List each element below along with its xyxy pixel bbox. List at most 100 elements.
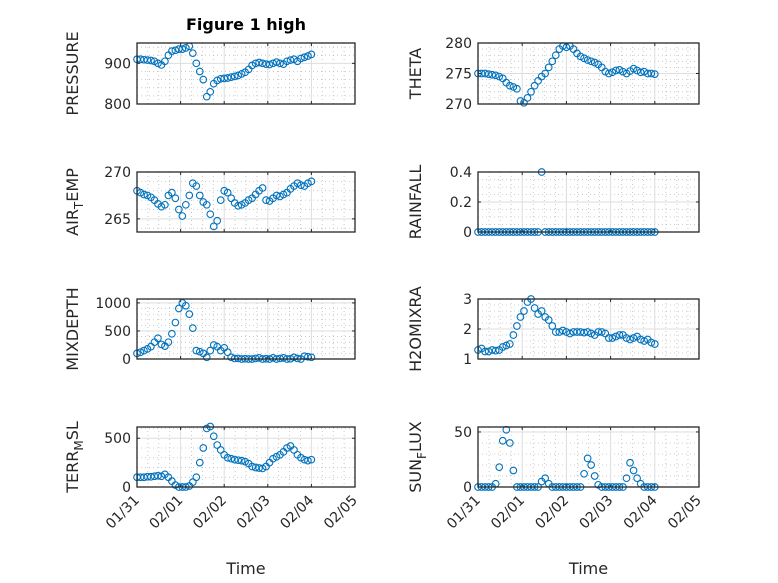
x-axis-label: Time xyxy=(568,559,608,578)
subplot-theta: 270 275 280 THETA xyxy=(406,36,700,113)
axes-box xyxy=(477,426,700,488)
y-tick-label: 270 xyxy=(445,97,472,113)
data-point xyxy=(199,444,208,452)
y-axis-label: H2OMIXRA xyxy=(406,286,425,372)
data-point xyxy=(272,58,281,66)
data-point xyxy=(175,45,183,53)
y-axis-label: TERRMSL xyxy=(63,421,86,494)
data-point xyxy=(181,200,190,209)
data-point xyxy=(213,216,222,225)
data-point xyxy=(234,71,242,80)
data-point xyxy=(223,453,232,462)
data-point xyxy=(548,57,557,66)
data-point xyxy=(164,338,173,347)
data-point xyxy=(181,44,190,52)
data-point xyxy=(566,329,574,338)
data-point xyxy=(140,190,148,199)
y-tick-label: 265 xyxy=(104,212,131,228)
data-point xyxy=(636,68,645,77)
data-point xyxy=(178,45,187,53)
data-point xyxy=(297,54,305,63)
data-point xyxy=(206,210,215,219)
axes-background xyxy=(478,427,699,487)
y-tick-label: 270 xyxy=(104,165,131,181)
data-point xyxy=(505,340,514,348)
y-axis-label: SUNFLUX xyxy=(406,421,429,493)
data-point xyxy=(491,71,500,80)
y-tick-label: 3 xyxy=(463,292,472,308)
data-point xyxy=(181,301,190,310)
data-point xyxy=(580,469,588,478)
y-axis-label: THETA xyxy=(406,48,425,100)
data-point xyxy=(227,454,236,463)
data-point xyxy=(513,84,521,93)
data-point xyxy=(307,353,316,362)
data-point xyxy=(175,205,183,214)
data-point xyxy=(304,52,312,60)
data-point xyxy=(650,340,659,348)
data-point xyxy=(548,322,557,330)
data-point xyxy=(527,87,535,96)
data-point xyxy=(168,329,176,338)
data-point xyxy=(633,474,641,483)
y-tick-label: 500 xyxy=(104,324,131,340)
data-point xyxy=(195,67,204,76)
subplots: 800 900 PRESSURE 270 275 280 THETA 265 270 AIRTEM… xyxy=(63,31,705,578)
data-point xyxy=(513,322,521,330)
y-tick-label: 900 xyxy=(104,56,131,72)
data-point xyxy=(307,177,316,186)
y-tick-label: 500 xyxy=(104,431,131,447)
data-point xyxy=(509,331,518,339)
data-point xyxy=(583,454,592,463)
data-point xyxy=(629,334,638,342)
y-tick-label: 1 xyxy=(463,352,472,368)
figure-title: Figure 1 high xyxy=(186,15,306,34)
data-point xyxy=(647,69,656,78)
data-point xyxy=(608,334,617,342)
data-point xyxy=(230,72,239,81)
axes-box xyxy=(136,298,356,360)
subplot-rainfall: 0 0.2 0.4 RAINFALL xyxy=(406,165,700,241)
data-point xyxy=(587,329,596,338)
data-point xyxy=(626,458,634,467)
data-point xyxy=(223,188,232,197)
data-point xyxy=(223,74,232,82)
data-point xyxy=(615,331,624,339)
data-point xyxy=(516,313,525,321)
data-point xyxy=(541,69,550,78)
y-tick-label: 280 xyxy=(445,36,472,52)
data-point xyxy=(283,57,291,66)
y-axis-label: RAINFALL xyxy=(406,165,425,240)
data-point xyxy=(188,324,197,333)
data-point xyxy=(195,191,204,200)
data-point xyxy=(622,474,631,483)
data-point xyxy=(171,318,180,327)
data-point xyxy=(237,70,246,78)
data-point xyxy=(488,70,496,79)
data-point xyxy=(612,332,620,341)
data-point xyxy=(206,346,215,355)
data-point xyxy=(178,212,187,220)
data-point xyxy=(227,73,236,82)
data-point xyxy=(154,59,162,68)
data-point xyxy=(523,94,532,102)
data-point xyxy=(594,328,603,336)
data-point xyxy=(481,347,489,356)
data-point xyxy=(484,70,493,78)
axes-box xyxy=(477,42,700,105)
data-point xyxy=(202,353,211,362)
data-point xyxy=(206,87,215,96)
y-tick-label: 0.2 xyxy=(450,195,472,211)
data-point xyxy=(640,337,649,345)
data-point xyxy=(255,464,263,472)
data-point xyxy=(199,75,208,84)
data-point xyxy=(216,196,225,204)
y-tick-label: 0 xyxy=(463,480,472,496)
data-point xyxy=(262,196,270,204)
data-point xyxy=(307,455,316,464)
y-tick-label: 800 xyxy=(104,97,131,113)
data-point xyxy=(258,184,267,192)
data-point xyxy=(498,343,507,351)
data-point xyxy=(491,346,500,355)
axes-box xyxy=(136,42,356,105)
